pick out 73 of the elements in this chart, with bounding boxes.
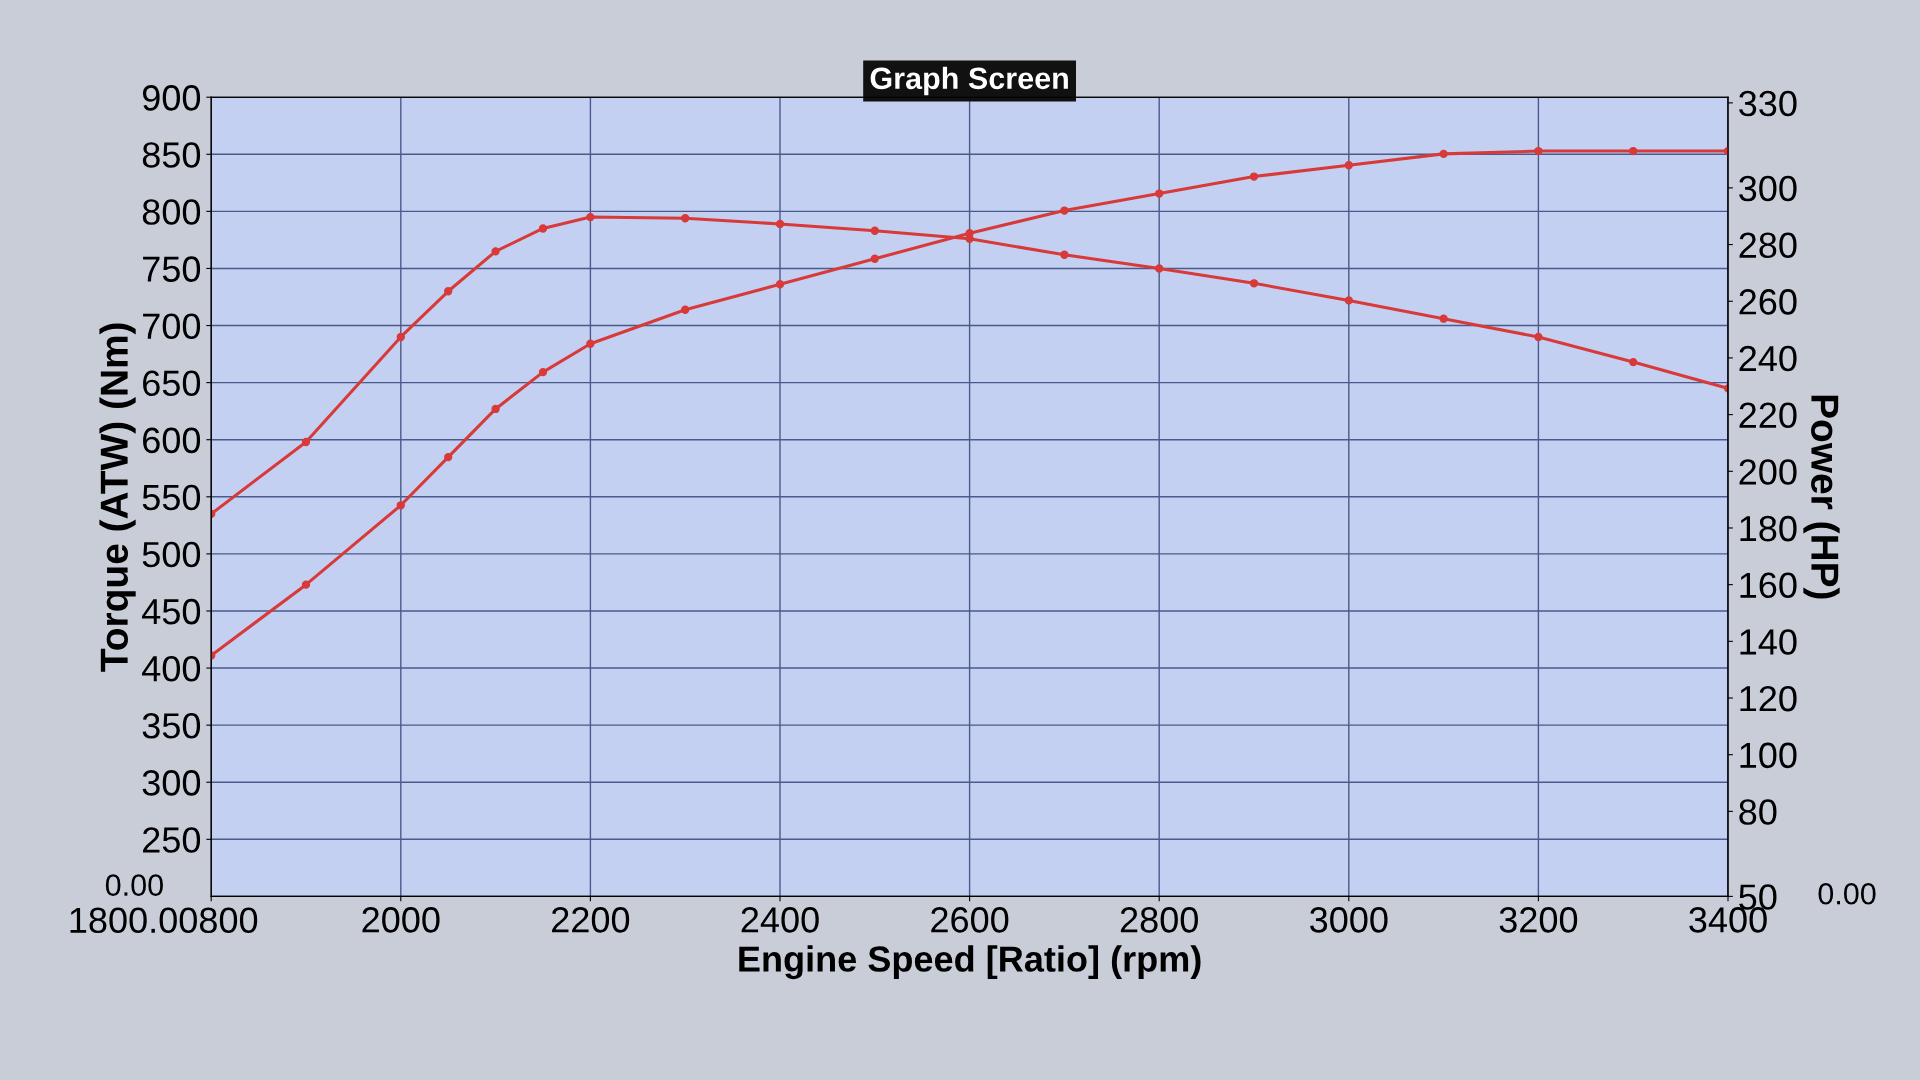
point: [1060, 206, 1069, 215]
y2-tick-label: 260: [1739, 289, 1797, 315]
point: [1344, 296, 1353, 305]
point: [870, 254, 879, 263]
point: [586, 339, 595, 348]
point: [491, 247, 500, 256]
x-tick-label: 2200: [552, 907, 630, 933]
x-tick-label: 2600: [931, 907, 1009, 933]
point: [586, 212, 595, 222]
point: [1534, 146, 1543, 156]
chart-title: Graph Screen: [870, 66, 1068, 96]
y2-tick-label: 280: [1739, 232, 1797, 259]
y-tick-label: 750: [143, 256, 201, 282]
x-tick-label: 3200: [1499, 907, 1578, 933]
x-tick-label: 2800: [1120, 907, 1198, 933]
point: [1060, 250, 1069, 259]
point: [681, 305, 690, 314]
x-axis-title: Engine Speed [Ratio] (rpm): [739, 945, 1201, 980]
y-tick-label: 700: [143, 313, 201, 339]
point: [538, 367, 548, 377]
text: 1800.00800: [70, 907, 258, 934]
point: [538, 224, 548, 233]
point: [775, 219, 785, 229]
y-tick-label: 300: [142, 770, 201, 796]
y2-tick-label: 300: [1739, 175, 1797, 202]
y-tick-label: 550: [142, 484, 201, 511]
point: [491, 404, 500, 414]
y2-tick-label: 160: [1740, 572, 1797, 599]
point: [1155, 264, 1164, 273]
y2-tick-label: 200: [1739, 459, 1797, 485]
point: [301, 437, 311, 447]
y2-axis-title: Power (HP): [1803, 395, 1840, 599]
point: [681, 214, 690, 223]
point: [1155, 189, 1164, 198]
y-tick-label: 450: [142, 598, 201, 625]
y2-tick-label: 240: [1739, 345, 1797, 372]
y-tick-label: 250: [143, 827, 201, 853]
y2-tick-label: 180: [1740, 515, 1797, 542]
point: [396, 501, 405, 510]
y-axis-title: Torque (ATW) (Nm): [99, 323, 136, 672]
y-tick-label: 850: [142, 142, 201, 168]
y2-tick-label: 120: [1740, 685, 1797, 712]
point: [870, 226, 879, 235]
point: [1534, 332, 1543, 342]
y-tick-label: 400: [142, 655, 201, 682]
point: [444, 452, 453, 462]
point: [1249, 172, 1259, 181]
text: 0.00: [105, 874, 163, 896]
point: [1344, 161, 1353, 170]
y-tick-label: 600: [143, 427, 201, 454]
y2-tick-label: 330: [1739, 90, 1797, 117]
y2-tick-label: 220: [1739, 402, 1797, 429]
y-tick-label: 800: [142, 199, 201, 225]
y2-tick-label: 100: [1740, 742, 1797, 769]
point: [775, 280, 785, 289]
y-tick-label: 350: [142, 713, 201, 739]
point: [396, 332, 405, 342]
point: [1249, 279, 1259, 288]
point: [1629, 146, 1638, 156]
x-tick-label: 3000: [1310, 907, 1388, 933]
point: [1629, 357, 1638, 367]
x-tick-label: 2400: [741, 907, 819, 933]
y-tick-label: 650: [143, 370, 201, 397]
y-tick-label: 900: [142, 85, 201, 111]
y2-tick-label: 140: [1740, 629, 1797, 655]
point: [1439, 314, 1448, 323]
y-tick-label: 500: [142, 541, 201, 568]
y2-tick-label: 80: [1739, 799, 1777, 825]
point: [444, 287, 453, 296]
point: [301, 580, 311, 589]
point: [1439, 149, 1448, 159]
x-tick-label: 2000: [362, 907, 440, 933]
text: 0.00: [1818, 882, 1876, 905]
